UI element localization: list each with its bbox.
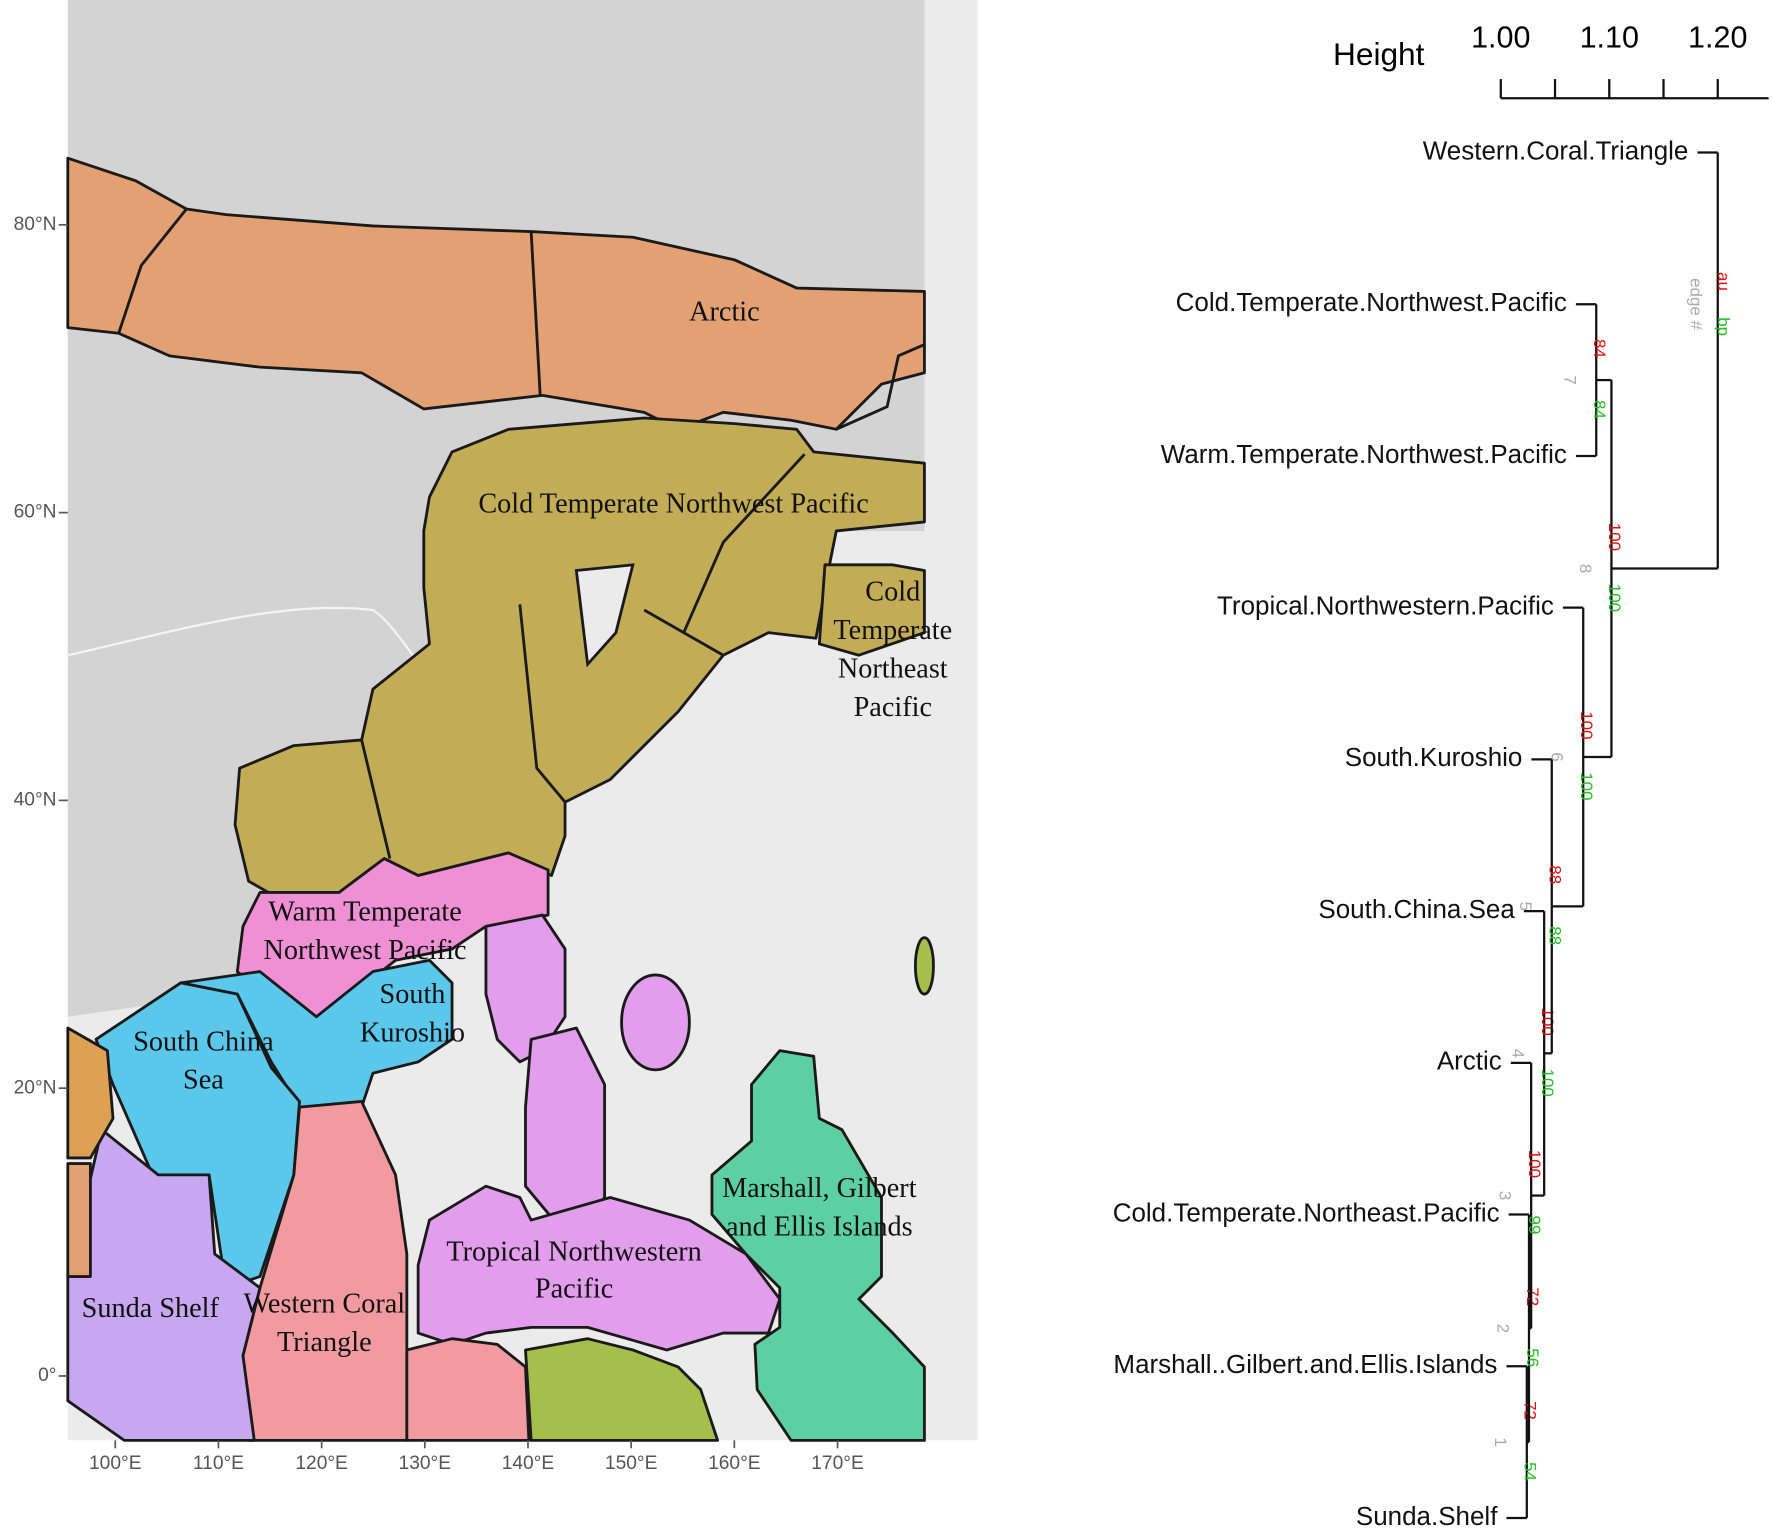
region-cold-temperate-ne [817,563,926,657]
region-label: Western Coral [244,1288,406,1319]
bp-label: 100 [1538,1069,1557,1097]
hole [574,563,635,668]
bp-label: 54 [1521,1462,1540,1481]
region-label: Northeast [838,654,948,685]
region-label: Arctic [689,297,760,328]
region-label: South [380,979,446,1010]
boundary [835,343,925,431]
edge-label: 4 [1509,1049,1528,1058]
boundary [682,453,806,634]
au-label: 100 [1605,523,1624,551]
au-label: 88 [1546,865,1565,884]
edge-label: 2 [1493,1324,1512,1333]
leaf-label: South.China.Sea [1318,894,1515,924]
map-panel [66,0,978,1442]
region-cold-temperate-nw [233,416,926,906]
au-label: 100 [1525,1150,1544,1178]
map-axes: 80°N 60°N 40°N 20°N 0° 100°E 110°E 120°E 130°E 14… [14,214,864,1474]
region-other [405,1337,531,1442]
au-label: 100 [1538,1008,1557,1036]
map-labels: Arctic Cold Temperate Northwest Pacific Co… [82,297,952,1358]
bp-label: 84 [1590,400,1609,419]
region-south-kuroshio [179,958,454,1109]
boundary [117,208,188,334]
lat-label: 60°N [14,502,57,523]
au-label: 100 [1577,711,1596,739]
region-other [66,1026,115,1160]
edge-label: 1 [1491,1437,1510,1446]
edge-label: 6 [1548,752,1567,761]
region-other [66,1162,92,1278]
tick-label: 1.10 [1580,21,1639,55]
region-label: Cold [865,577,920,608]
boundary [529,231,542,396]
region-label: Marshall, Gilbert [722,1173,917,1204]
legend-au: au [1714,272,1733,291]
lat-label: 0° [38,1365,56,1386]
leaf-label: Marshall..Gilbert.and.Ellis.Islands [1113,1349,1497,1379]
leaf-label: Arctic [1437,1046,1502,1076]
bp-label: 100 [1577,772,1596,800]
leaf-label: South.Kuroshio [1345,742,1523,772]
lon-label: 120°E [295,1453,348,1474]
leaf-label: Tropical.Northwestern.Pacific [1217,591,1554,621]
tick-label: 1.00 [1471,21,1530,55]
region-label: Sunda Shelf [82,1293,220,1324]
lon-label: 140°E [502,1453,555,1474]
leaf-label: Western.Coral.Triangle [1423,135,1689,165]
edge-label: 5 [1516,902,1535,911]
legend-bp: bp [1714,317,1733,336]
region-tropical-nw [620,973,691,1072]
edge-label: 7 [1561,375,1580,384]
region-sunda [66,1128,262,1442]
lon-label: 160°E [708,1453,761,1474]
region-label: and Ellis Islands [726,1212,913,1243]
lon-label: 110°E [193,1453,244,1474]
region-label: Temperate [833,615,952,646]
region-label: Sea [183,1065,224,1096]
region-label: Triangle [277,1327,372,1358]
region-label: Pacific [535,1274,613,1305]
leaf-label: Cold.Temperate.Northwest.Pacific [1176,287,1567,317]
lat-label: 20°N [14,1077,57,1098]
region-label: Pacific [854,692,932,723]
au-label: 84 [1590,339,1609,358]
region-other [524,1337,720,1442]
leaf-label: Cold.Temperate.Northeast.Pacific [1113,1197,1500,1227]
edge-label: 8 [1576,564,1595,573]
leaf-label: Sunda.Shelf [1356,1501,1498,1531]
edge-label: 3 [1496,1191,1515,1200]
lon-label: 150°E [605,1453,658,1474]
bp-label: 99 [1525,1216,1544,1235]
boundary [360,739,392,859]
bp-label: 100 [1605,584,1624,612]
lat-label: 40°N [14,789,57,810]
bp-label: 56 [1523,1348,1542,1367]
region-other [913,936,935,996]
region-label: Tropical Northwestern [446,1236,701,1267]
lat-label: 80°N [14,214,57,235]
dendrogram: Height 1.00 1.10 1.20 Western.Coral.Triangl… [1113,21,1769,1531]
legend-edge: edge # [1687,278,1706,330]
region-label: Kuroshio [360,1017,465,1048]
tick-label: 1.20 [1688,21,1747,55]
region-label: Warm Temperate [268,896,462,927]
region-south-china-sea [94,981,301,1290]
region-marshall [710,1049,926,1442]
leaf-label: Warm.Temperate.Northwest.Pacific [1161,439,1567,469]
region-label: Cold Temperate Northwest Pacific [478,489,868,520]
region-label: Northwest Pacific [263,935,466,966]
boundary [518,604,567,803]
lon-label: 130°E [399,1453,452,1474]
lon-label: 100°E [89,1453,142,1474]
lon-label: 170°E [811,1453,864,1474]
axis-title: Height [1333,36,1425,72]
region-label: South China [133,1026,274,1057]
bp-label: 88 [1546,926,1565,945]
